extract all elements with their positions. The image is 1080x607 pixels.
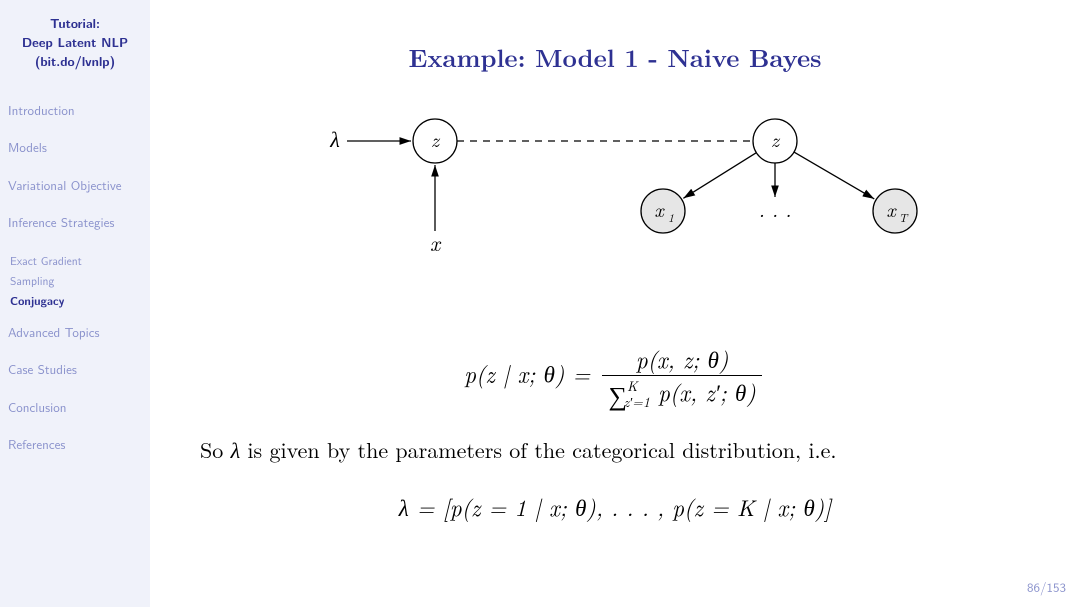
eq1-den-tail: p(x, z′; θ) <box>658 375 756 408</box>
sidebar-title: Tutorial: Deep Latent NLP (bit.do/lvnlp) <box>8 14 142 71</box>
nav-sub-3-0[interactable]: Exact Gradient <box>10 251 142 271</box>
nav-section-2[interactable]: Variational Objective <box>8 176 142 196</box>
svg-text:1: 1 <box>668 209 674 226</box>
equation-lambda: λ = [p(z = 1 | x; θ), . . . , p(z = K | … <box>180 493 1050 521</box>
nav-sections: Introduction Models Variational Objective I… <box>8 101 142 473</box>
svg-text:T: T <box>899 209 909 226</box>
svg-text:λ: λ <box>329 123 340 154</box>
slide-main: Example: Model 1 - Naive Bayes λx. . .zz… <box>150 0 1080 607</box>
nav-section-1[interactable]: Models <box>8 138 142 158</box>
title-line1: Tutorial: <box>50 13 100 32</box>
nav-section-5[interactable]: Case Studies <box>8 360 142 380</box>
title-line2: Deep Latent NLP <box>22 32 128 51</box>
eq2-body: λ = [p(z = 1 | x; θ), . . . , p(z = K | … <box>399 490 832 523</box>
nav-section-6[interactable]: Conclusion <box>8 398 142 418</box>
svg-text:. . .: . . . <box>759 194 792 223</box>
nav-section-7[interactable]: References <box>8 435 142 455</box>
equation-posterior: p(z | x; θ) = p(x, z; θ) ∑Kz′=1 p(x, z′;… <box>180 345 1050 410</box>
slide-title: Example: Model 1 - Naive Bayes <box>180 40 1050 75</box>
explanation-paragraph: So λ is given by the parameters of the c… <box>200 434 1030 465</box>
sidebar: Tutorial: Deep Latent NLP (bit.do/lvnlp)… <box>0 0 150 607</box>
naive-bayes-diagram: λx. . .zzx1xT <box>295 105 935 265</box>
eq1-numerator: p(x, z; θ) <box>602 345 761 375</box>
para-prefix: So <box>200 434 231 465</box>
sum-lower: z′=1 <box>624 392 650 412</box>
nav-section-4[interactable]: Advanced Topics <box>8 323 142 343</box>
eq1-fraction: p(x, z; θ) ∑Kz′=1 p(x, z′; θ) <box>602 345 761 410</box>
eq1-lhs: p(z | x; θ) = <box>464 357 598 390</box>
para-lambda: λ <box>231 434 241 465</box>
nav-section-0[interactable]: Introduction <box>8 101 142 121</box>
nav-sub-3-1[interactable]: Sampling <box>10 271 142 291</box>
svg-text:x: x <box>430 227 442 258</box>
para-suffix: is given by the parameters of the catego… <box>240 434 836 465</box>
eq1-denominator: ∑Kz′=1 p(x, z′; θ) <box>602 375 761 411</box>
page-number: 86/153 <box>1027 578 1066 597</box>
nav-section-3[interactable]: Inference Strategies <box>8 213 142 233</box>
nav-sub-3-2[interactable]: Conjugacy <box>10 291 142 311</box>
title-line3: (bit.do/lvnlp) <box>35 51 115 70</box>
